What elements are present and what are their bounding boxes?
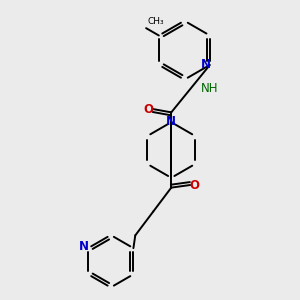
Text: CH₃: CH₃ xyxy=(147,17,164,26)
Text: N: N xyxy=(201,58,211,71)
Text: O: O xyxy=(190,178,200,191)
Text: NH: NH xyxy=(201,82,218,95)
Text: O: O xyxy=(144,103,154,116)
Text: N: N xyxy=(79,240,89,253)
Text: N: N xyxy=(166,115,176,128)
